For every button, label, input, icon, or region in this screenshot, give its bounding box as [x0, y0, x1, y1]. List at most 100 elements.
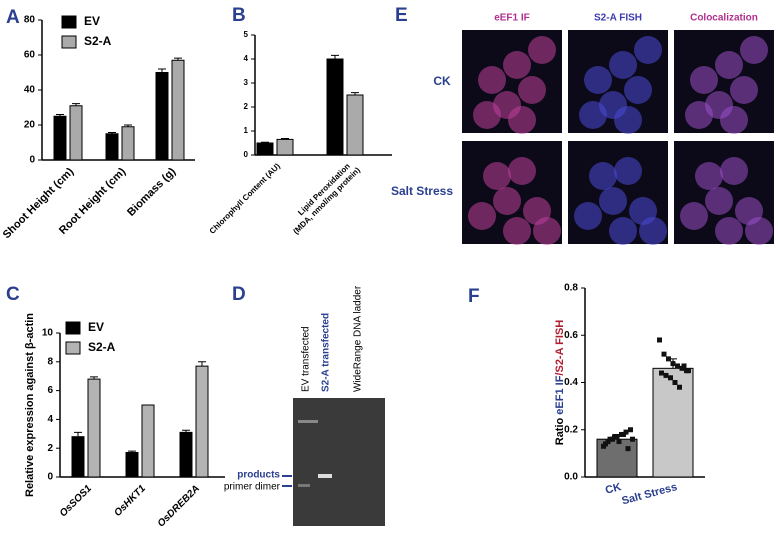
cell [483, 162, 511, 190]
y-tick-label: 0.0 [564, 472, 578, 483]
error-bar [281, 137, 289, 140]
bar [105, 133, 119, 161]
y-tick-label: 1 [244, 126, 249, 135]
data-point [672, 380, 678, 385]
legend-swatch [61, 15, 77, 29]
gel-band [298, 420, 318, 423]
cell [634, 36, 662, 64]
y-tick-label: 6 [47, 385, 53, 396]
column-label: Colocalization [690, 13, 758, 24]
data-point [621, 431, 626, 437]
data-point [616, 439, 622, 445]
column-label: S2-A FISH [594, 13, 642, 24]
cell [493, 187, 521, 215]
x-tick-label: (MDA, nmol/mg protein) [291, 165, 362, 236]
y-tick-label: 2 [47, 443, 53, 454]
x-tick-label: OsHKT1 [112, 483, 148, 519]
bar [69, 105, 83, 161]
cell [518, 76, 546, 104]
y-tick-label: 0 [244, 150, 249, 159]
bar [87, 378, 101, 478]
cell [609, 51, 637, 79]
y-tick-label: 3 [244, 78, 249, 87]
cell [599, 187, 627, 215]
x-tick-label: OsSOS1 [58, 483, 94, 519]
cell [740, 36, 768, 64]
x-tick-label: OsDREB2A [156, 483, 202, 529]
cell [614, 157, 642, 185]
data-point [628, 427, 633, 433]
legend-label: S2-A [84, 34, 112, 48]
cell [715, 217, 743, 245]
error-bar [182, 429, 190, 433]
y-tick-label: 0.8 [564, 283, 578, 294]
y-tick-label: 4 [244, 54, 249, 63]
cell [705, 187, 733, 215]
panel-letter: B [232, 5, 246, 26]
x-tick-label: Salt Stress [620, 481, 678, 507]
y-axis-label-part: eEF1 IF [554, 375, 566, 414]
y-tick-label: 60 [24, 50, 36, 61]
bar [346, 94, 364, 156]
cell [579, 101, 607, 129]
panel-letter: A [6, 7, 20, 28]
legend-swatch [65, 321, 81, 335]
gel-band [298, 484, 310, 487]
cell [533, 217, 561, 245]
panel-letter: F [468, 286, 480, 307]
y-tick-label: 40 [24, 85, 36, 96]
cell [685, 101, 713, 129]
cell [720, 106, 748, 134]
y-axis-label: Ratio eEF1 IF/S2-A FISH [554, 320, 566, 446]
cell [609, 217, 637, 245]
y-tick-label: 4 [47, 414, 53, 425]
y-tick-label: 20 [24, 120, 36, 131]
data-point [625, 446, 631, 452]
y-tick-label: 8 [47, 356, 53, 367]
y-axis-label-part: /S2-A FISH [554, 320, 566, 376]
cell [745, 217, 773, 245]
panel-letter: C [6, 284, 20, 305]
cell [574, 202, 602, 230]
y-axis-label-part: Ratio [554, 415, 566, 446]
error-bar [108, 132, 116, 134]
bar [195, 365, 209, 478]
y-tick-label: 0 [47, 472, 53, 483]
error-bar [261, 141, 269, 143]
cell [614, 106, 642, 134]
legend-label: EV [88, 320, 104, 334]
cell [730, 76, 758, 104]
legend-label: EV [84, 14, 100, 28]
x-tick-label: Chlorophyll Content (AU) [208, 161, 282, 235]
data-point [603, 441, 608, 447]
cell [473, 101, 501, 129]
lane-label: S2-A transfected [321, 313, 332, 392]
y-tick-label: 0.6 [564, 330, 578, 341]
cell [695, 162, 723, 190]
error-bar [331, 54, 339, 59]
y-tick-label: 0.2 [564, 424, 578, 435]
cell [508, 157, 536, 185]
data-point [657, 337, 662, 343]
data-point [681, 363, 687, 369]
bar [256, 142, 274, 156]
band-label: products [237, 470, 280, 481]
cell [508, 106, 536, 134]
data-point [670, 361, 676, 367]
bar [171, 59, 185, 161]
x-tick-label: Biomass (g) [125, 165, 178, 218]
cell [584, 66, 612, 94]
gel-image [293, 398, 385, 526]
data-point [677, 384, 682, 390]
error-bar [351, 92, 359, 95]
data-point [607, 436, 613, 442]
row-label: Salt Stress [391, 184, 453, 198]
error-bar [74, 431, 82, 437]
row-label: CK [433, 74, 451, 88]
cell [690, 66, 718, 94]
data-point [666, 356, 671, 362]
cell [468, 202, 496, 230]
error-bar [174, 57, 182, 61]
bar [53, 115, 67, 161]
data-point [630, 436, 635, 442]
